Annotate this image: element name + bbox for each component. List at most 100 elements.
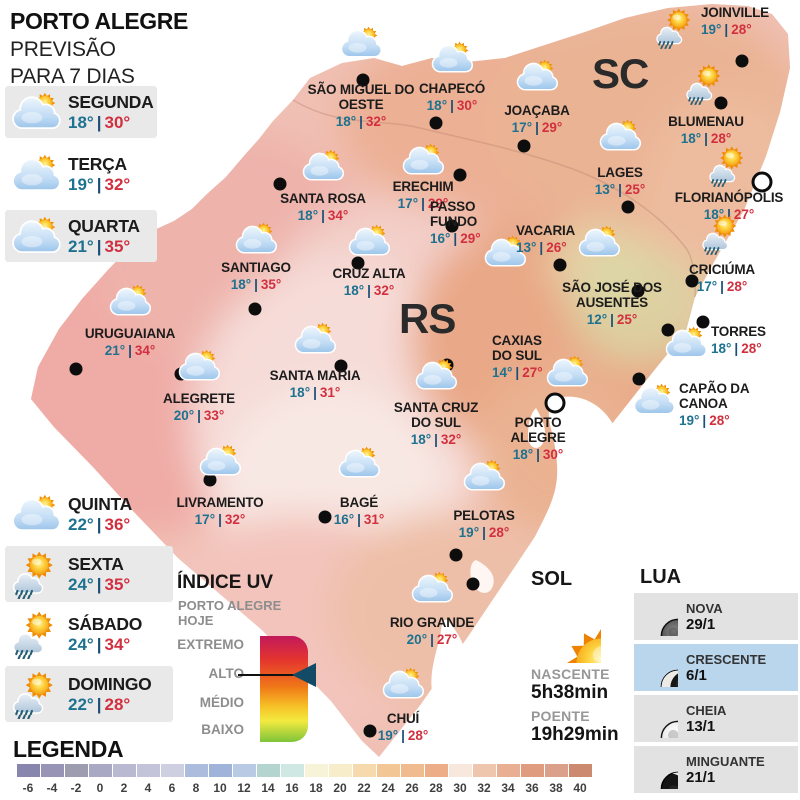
legend-scale: -6 -4 -2 0 2 4 6 8 10 12 14 16 18 20 22 … xyxy=(16,764,592,795)
forecast-card-quarta: QUARTA 21° | 35° xyxy=(5,210,157,262)
legend-cell: 38 xyxy=(544,764,568,795)
day-name: SÁBADO xyxy=(68,613,143,634)
legend-tick: -6 xyxy=(22,781,34,795)
day-name: DOMINGO xyxy=(68,673,152,694)
legend-swatch xyxy=(328,764,352,777)
day-temps: 21° | 35° xyxy=(68,236,131,256)
state-border xyxy=(292,99,696,298)
legend-swatch xyxy=(16,764,40,777)
legend-swatch xyxy=(472,764,496,777)
legend-swatch xyxy=(88,764,112,777)
sun-rain-icon xyxy=(10,669,62,719)
moon-phase-row-cheia: CHEIA 13/1 xyxy=(634,695,798,742)
legend-tick: 16 xyxy=(285,781,299,795)
forecast-card-sexta: SEXTA 24° | 35° xyxy=(5,546,173,602)
sun-icon xyxy=(529,591,601,663)
legend-tick: 20 xyxy=(333,781,347,795)
sunrise-label: NASCENTE xyxy=(531,666,610,682)
legend-swatch xyxy=(568,764,592,777)
sun-section-title: SOL xyxy=(531,568,573,590)
legend-cell: 4 xyxy=(136,764,160,795)
legend-swatch xyxy=(256,764,280,777)
legend-tick: 34 xyxy=(501,781,515,795)
legend-tick: 8 xyxy=(192,781,200,795)
day-name: QUINTA xyxy=(68,493,132,514)
page-subtitle-line2: PARA 7 DIAS xyxy=(10,65,135,88)
legend-cell: 18 xyxy=(304,764,328,795)
legend-swatch xyxy=(424,764,448,777)
header: PORTO ALEGRE PREVISÃO PARA 7 DIAS xyxy=(10,8,188,89)
legend-tick: 2 xyxy=(120,781,128,795)
legend-cell: 20 xyxy=(328,764,352,795)
uv-title: ÍNDICE UV xyxy=(177,572,274,593)
legend-cell: 2 xyxy=(112,764,136,795)
page-subtitle-line1: PREVISÃO xyxy=(10,38,116,61)
legend-tick: 24 xyxy=(381,781,395,795)
legend-cell: 12 xyxy=(232,764,256,795)
day-temps: 24° | 35° xyxy=(68,574,131,594)
cloud-sun-icon xyxy=(10,493,62,535)
legend-tick: 28 xyxy=(429,781,443,795)
moon-crescente-icon xyxy=(640,649,678,687)
legend-tick: 10 xyxy=(213,781,227,795)
legend-tick: 30 xyxy=(453,781,467,795)
day-name: SEGUNDA xyxy=(68,91,154,112)
cloud-sun-icon xyxy=(10,91,62,133)
legend-cell: 10 xyxy=(208,764,232,795)
moon-phase-date: 13/1 xyxy=(686,717,716,735)
legend-swatch xyxy=(184,764,208,777)
cloud-sun-icon xyxy=(10,153,62,195)
uv-location-line2: HOJE xyxy=(178,613,214,629)
legend-cell: 14 xyxy=(256,764,280,795)
sun-rain-icon xyxy=(10,549,62,599)
uv-level-extremo: EXTREMO xyxy=(177,637,244,652)
legend-cell: 34 xyxy=(496,764,520,795)
state-label-rs: RS xyxy=(399,295,456,342)
legend-swatch xyxy=(64,764,88,777)
moon-phase-name: MINGUANTE xyxy=(686,753,765,769)
uv-pointer-triangle-icon xyxy=(292,663,316,687)
day-temps: 19° | 32° xyxy=(68,174,131,194)
legend-title: LEGENDA xyxy=(13,736,124,762)
moon-cheia-icon xyxy=(640,700,678,738)
legend-tick: 18 xyxy=(309,781,323,795)
day-name: SEXTA xyxy=(68,553,124,574)
legend-tick: 38 xyxy=(549,781,563,795)
sun-rain-icon xyxy=(10,609,62,659)
moon-phase-date: 6/1 xyxy=(686,666,707,684)
legend-swatch xyxy=(160,764,184,777)
moon-phase-date: 29/1 xyxy=(686,615,716,633)
forecast-card-segunda: SEGUNDA 18° | 30° xyxy=(5,86,157,138)
uv-location: PORTO ALEGRE HOJE xyxy=(178,598,281,629)
legend-cell: 16 xyxy=(280,764,304,795)
legend-tick: 40 xyxy=(573,781,587,795)
cloud-sun-icon xyxy=(10,215,62,257)
uv-level-medio: MÉDIO xyxy=(199,695,244,710)
uv-location-line1: PORTO ALEGRE xyxy=(178,598,282,613)
legend-swatch xyxy=(304,764,328,777)
legend-tick: 14 xyxy=(261,781,275,795)
day-temps: 18° | 30° xyxy=(68,112,131,132)
legend-cell: 0 xyxy=(88,764,112,795)
moon-phase-name: CHEIA xyxy=(686,702,727,718)
legend-tick: -2 xyxy=(70,781,82,795)
day-temps: 24° | 34° xyxy=(68,634,131,654)
legend-tick: 6 xyxy=(168,781,176,795)
uv-gradient-bar xyxy=(260,636,308,742)
legend-swatch xyxy=(112,764,136,777)
legend-cell: 24 xyxy=(376,764,400,795)
legend-swatch xyxy=(208,764,232,777)
forecast-days-top: SEGUNDA 18° | 30° TERÇA 19° | 32° QUARTA 21°… xyxy=(5,86,157,262)
forecast-card-domingo: DOMINGO 22° | 28° xyxy=(5,666,173,722)
forecast-card-quinta: QUINTA 22° | 36° xyxy=(5,486,173,542)
legend-swatch xyxy=(376,764,400,777)
legend-tick: -4 xyxy=(46,781,58,795)
moon-phase-row-minguante: MINGUANTE 21/1 xyxy=(634,746,798,793)
legend-swatch xyxy=(400,764,424,777)
legend-cell: 30 xyxy=(448,764,472,795)
uv-level-baixo: BAIXO xyxy=(201,722,244,737)
legend-cell: -6 xyxy=(16,764,40,795)
moon-minguante-icon xyxy=(640,751,678,789)
